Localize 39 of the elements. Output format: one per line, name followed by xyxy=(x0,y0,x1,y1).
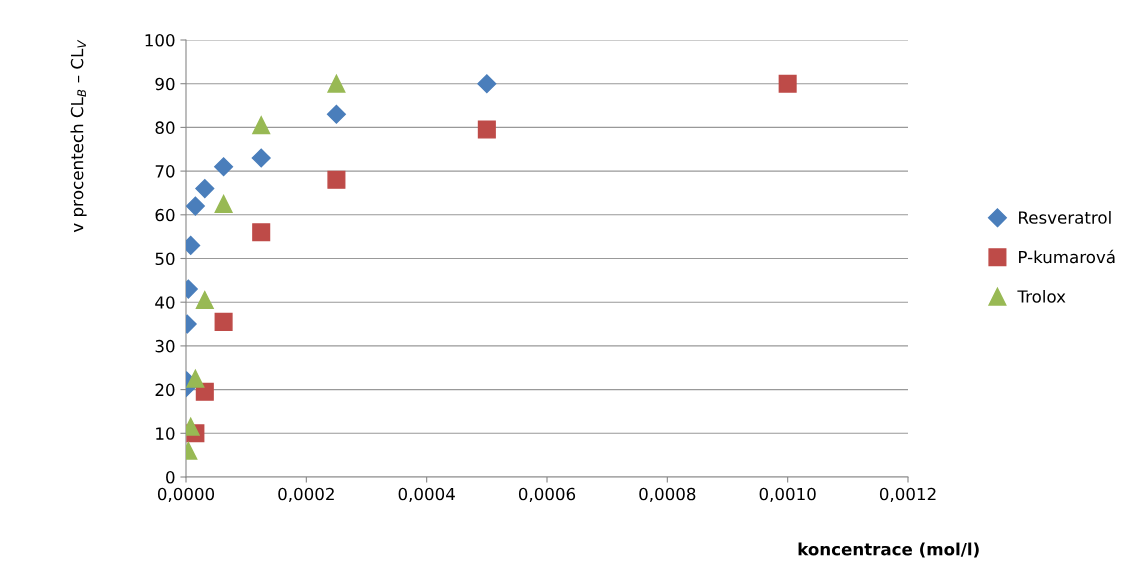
point xyxy=(778,74,797,93)
x-tick-label: 0,0004 xyxy=(398,487,455,503)
legend-label: P-kumarová xyxy=(1019,249,1115,264)
point xyxy=(214,194,233,213)
y-tick-label: 60 xyxy=(155,208,175,222)
point xyxy=(186,196,205,216)
point xyxy=(477,74,497,94)
y-tick-label: 90 xyxy=(155,77,175,91)
point xyxy=(214,312,233,331)
point xyxy=(327,74,346,93)
legend-label: Resveratrol xyxy=(1019,210,1111,224)
y-axis-title: v procentech CL$_{B}$ – CL$_{V}$ xyxy=(70,39,87,233)
y-tick-label: 0 xyxy=(166,470,175,484)
y-tick-label: 80 xyxy=(155,121,175,134)
x-axis-title: koncentrace (mol/l) xyxy=(798,542,979,558)
y-tick-label: 10 xyxy=(156,427,175,440)
x-tick-label: 0,0012 xyxy=(879,487,936,503)
y-tick-label: 30 xyxy=(155,339,175,353)
point xyxy=(252,116,271,135)
point xyxy=(195,179,215,199)
x-tick-label: 0,0000 xyxy=(157,487,215,503)
y-tick-label: 100 xyxy=(145,33,175,47)
x-tick-label: 0,0006 xyxy=(518,487,576,503)
y-tick-label: 40 xyxy=(155,296,175,309)
point xyxy=(327,170,346,189)
y-tick-label: 50 xyxy=(155,252,175,266)
point xyxy=(251,148,271,168)
y-tick-label: 20 xyxy=(155,383,175,397)
y-tick-label: 70 xyxy=(155,165,175,178)
x-tick-label: 0,0008 xyxy=(639,487,696,503)
point xyxy=(252,223,271,242)
point xyxy=(195,290,214,310)
point xyxy=(326,104,346,124)
point xyxy=(477,120,496,139)
point xyxy=(214,157,234,177)
x-tick-label: 0,0010 xyxy=(759,487,816,503)
legend-label: Trolox xyxy=(1017,289,1066,303)
point xyxy=(186,369,205,388)
x-tick-label: 0,0002 xyxy=(278,487,334,503)
